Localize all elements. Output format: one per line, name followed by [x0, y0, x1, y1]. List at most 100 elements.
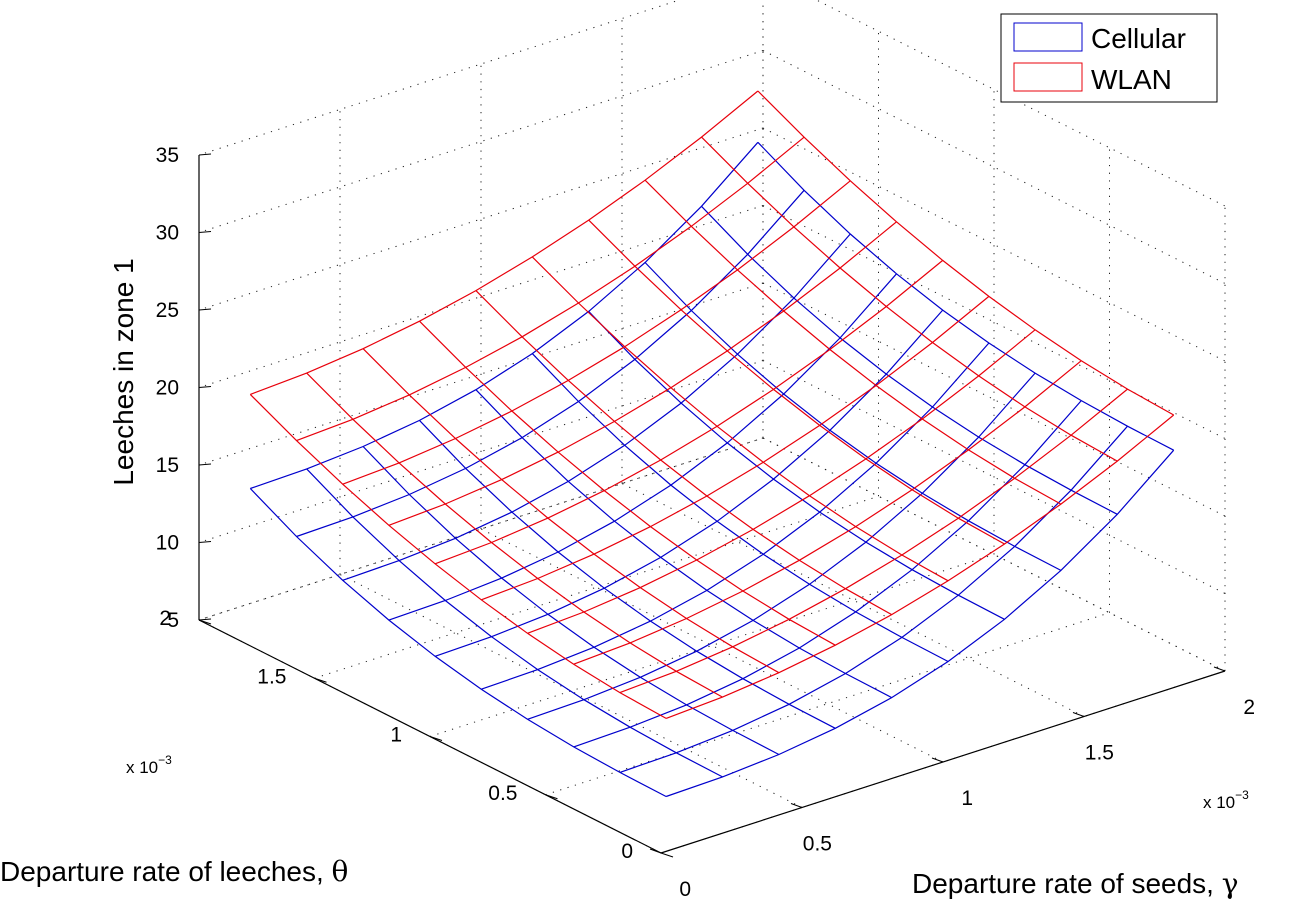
x-multiplier-label: x 10−3	[1203, 788, 1249, 812]
x-axis-title-symbol: γ	[1222, 867, 1239, 900]
mesh-line	[250, 90, 759, 395]
mesh-line	[531, 353, 949, 663]
y-axis-title: Departure rate of leeches, θ	[0, 855, 348, 888]
grid-line-x-floor	[480, 528, 944, 763]
mesh-line	[388, 273, 897, 621]
x-axis-title-prefix: Departure rate of seeds,	[912, 868, 1222, 899]
y-tick-label: 2	[159, 607, 171, 630]
grid-line-z-back	[198, 50, 764, 233]
x-multiplier-exponent: −3	[1235, 788, 1249, 802]
grid-line-z-back	[198, 205, 764, 388]
mesh-layer	[249, 90, 1175, 798]
mesh-line	[665, 414, 1175, 719]
x-tick	[1213, 666, 1226, 672]
mesh-line	[619, 425, 1128, 773]
x-tick-label: 0	[679, 878, 691, 901]
y-axis-title-symbol: θ	[332, 855, 349, 888]
x-tick-label: 1.5	[1085, 742, 1114, 765]
legend-label-wlan: WLAN	[1091, 64, 1172, 95]
mesh-line	[362, 446, 780, 756]
mesh-line	[701, 136, 1118, 462]
y-tick-label: 0	[621, 840, 633, 863]
x-tick-label: 2	[1243, 696, 1255, 719]
mesh-line	[249, 488, 667, 798]
mesh-line	[481, 295, 990, 601]
mesh-line	[644, 262, 1062, 571]
grid-line-x-floor	[621, 483, 1085, 717]
mesh-line	[342, 180, 851, 485]
y-tick	[660, 852, 674, 858]
axis-layer	[198, 153, 1226, 858]
mesh-line	[475, 290, 892, 616]
mesh-line	[362, 348, 780, 674]
x-tick-label: 0.5	[803, 833, 832, 856]
mesh-line	[573, 360, 1082, 665]
z-tick-label: 25	[156, 299, 179, 322]
z-tick	[198, 231, 212, 233]
mesh-line	[619, 388, 1128, 694]
x-axis-title: Departure rate of seeds, γ	[912, 867, 1238, 900]
grid-line-z-back	[198, 127, 764, 311]
grid-line-z-back	[198, 437, 764, 621]
grid-line-y-floor	[198, 437, 764, 621]
grid-line-z-right	[762, 127, 1226, 362]
z-tick-label: 5	[167, 609, 179, 632]
x-tick-label: 1	[961, 787, 973, 810]
y-tick	[198, 619, 212, 625]
mesh-line	[701, 205, 1118, 515]
x-tick	[790, 803, 803, 808]
mesh-line	[757, 141, 1174, 451]
grid-line-z-back	[198, 360, 764, 543]
x-tick	[649, 848, 662, 854]
y-axis-title-prefix: Departure rate of leeches,	[0, 856, 332, 887]
x-tick	[1072, 712, 1085, 717]
legend-box	[1000, 13, 1218, 103]
legend-label-cellular: Cellular	[1091, 23, 1186, 54]
z-tick-label: 35	[156, 144, 179, 167]
mesh-line	[665, 449, 1175, 798]
series-wlan-mesh	[249, 90, 1175, 719]
mesh-line	[434, 259, 944, 565]
x-tick	[931, 757, 944, 763]
z-axis-title: Leeches in zone 1	[108, 258, 139, 485]
mesh-line	[588, 219, 1005, 545]
y-tick	[314, 677, 327, 683]
y-multiplier-base: x 10	[126, 758, 158, 777]
mesh-line	[342, 233, 851, 581]
mesh-line	[419, 419, 836, 729]
legend-swatch-wlan	[1013, 62, 1083, 92]
y-tick	[545, 794, 558, 800]
z-tick-label: 10	[156, 532, 179, 555]
x-tick-labels: 0 0.5 1 1.5 2	[679, 696, 1255, 901]
y-multiplier-exponent: −3	[158, 753, 172, 767]
z-tick	[198, 308, 212, 311]
legend: Cellular WLAN	[1000, 13, 1218, 103]
mesh-line	[250, 141, 759, 490]
mesh-line	[757, 90, 1174, 416]
mesh-line	[388, 221, 897, 526]
grid-line-y-floor	[429, 554, 995, 737]
mesh-line	[249, 393, 667, 719]
z-tick-label: 30	[156, 222, 179, 245]
mesh-line	[527, 329, 1036, 634]
grid-line-z-back	[198, 282, 764, 466]
z-tick-label: 20	[156, 377, 179, 400]
z-tick	[198, 386, 212, 388]
z-tick	[198, 618, 212, 621]
mesh-line	[306, 372, 723, 698]
y-tick-label: 1.5	[257, 665, 286, 688]
z-tick	[198, 541, 212, 543]
y-tick-label: 0.5	[488, 782, 517, 805]
x-multiplier-base: x 10	[1203, 793, 1235, 812]
mesh-line	[588, 310, 1005, 620]
mesh-line	[475, 389, 892, 699]
grid-line-y-floor	[314, 495, 879, 679]
y-tick	[429, 736, 443, 741]
mesh-line	[296, 136, 805, 442]
y-tick-label: 1	[390, 724, 402, 747]
z-tick-labels: 5 10 15 20 25 30 35	[156, 144, 179, 632]
y-tick-labels: 0 0.5 1 1.5 2	[159, 607, 633, 863]
y-multiplier-label: x 10−3	[126, 753, 172, 777]
mesh-line	[573, 400, 1082, 748]
